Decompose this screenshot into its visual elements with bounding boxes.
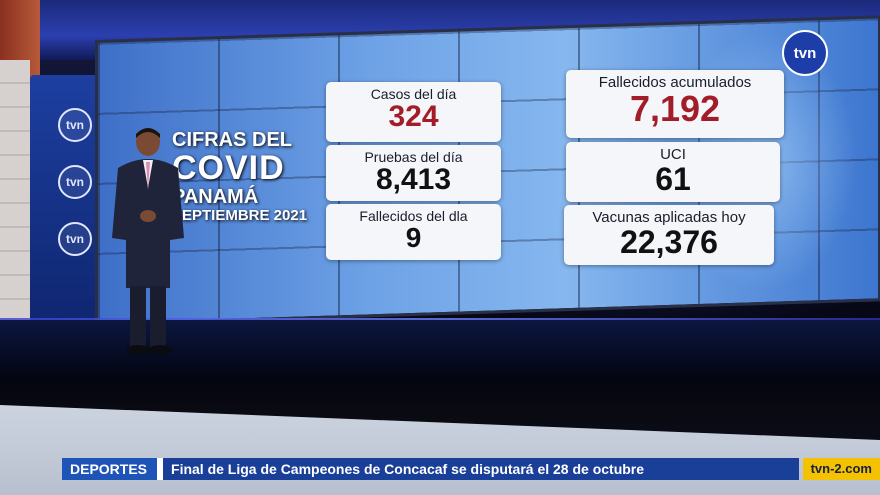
ticker-section: DEPORTES	[62, 458, 158, 480]
ticker-website: tvn-2.com	[802, 458, 880, 480]
stat-card-fallecidos-acumulados: Fallecidos acumulados 7,192	[566, 70, 784, 138]
side-logo-3: tvn	[58, 222, 92, 256]
screen-title: CIFRAS DEL COVID PANAMÁ SEPTIEMBRE 2021	[172, 130, 307, 223]
studio-left-wall-panels	[0, 60, 30, 340]
stat-label: Fallecidos del dla	[359, 208, 468, 224]
screen-title-line3: PANAMÁ	[172, 185, 259, 208]
stat-card-pruebas: Pruebas del día 8,413	[326, 145, 501, 201]
news-ticker: DEPORTES Final de Liga de Campeones de C…	[62, 458, 880, 480]
screen-title-line4: SEPTIEMBRE 2021	[172, 206, 308, 224]
studio-floor	[0, 320, 880, 420]
stat-value: 22,376	[620, 224, 718, 260]
stat-card-fallecidos-dia: Fallecidos del dla 9	[326, 204, 501, 260]
stat-value: 7,192	[629, 88, 721, 129]
stat-label: Pruebas del día	[364, 149, 463, 165]
side-logo-1: tvn	[58, 108, 92, 142]
stat-label: Fallecidos acumulados	[598, 74, 752, 91]
stat-value: 9	[405, 222, 422, 253]
stat-label: UCI	[660, 146, 686, 163]
side-logo-2: tvn	[58, 165, 92, 199]
screen-title-line1: CIFRAS DEL	[172, 129, 292, 151]
tvn-logo: tvn	[782, 30, 828, 76]
stat-value: 324	[388, 100, 439, 133]
stat-label: Casos del día	[370, 86, 457, 102]
screen-title-line2: COVID	[172, 149, 285, 187]
stat-label: Vacunas aplicadas hoy	[592, 209, 746, 226]
stat-value: 61	[655, 161, 691, 197]
news-anchor	[112, 128, 184, 355]
stat-value: 8,413	[375, 163, 452, 196]
stat-card-vacunas: Vacunas aplicadas hoy 22,376	[564, 205, 774, 265]
stat-card-uci: UCI 61	[566, 142, 780, 202]
stat-card-casos: Casos del día 324	[326, 82, 501, 142]
ticker-headline: Final de Liga de Campeones de Concacaf s…	[163, 458, 799, 480]
ticker-separator	[157, 458, 164, 480]
